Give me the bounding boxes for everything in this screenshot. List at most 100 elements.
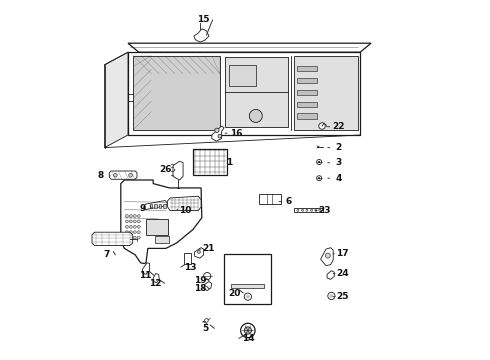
Circle shape bbox=[319, 123, 325, 129]
Circle shape bbox=[137, 220, 140, 223]
Bar bbox=[155, 236, 170, 243]
Bar bbox=[193, 149, 227, 175]
Bar bbox=[297, 90, 317, 95]
Bar bbox=[297, 78, 317, 83]
Bar bbox=[149, 204, 152, 208]
Text: 26: 26 bbox=[160, 165, 172, 174]
Circle shape bbox=[137, 231, 140, 234]
Text: 3: 3 bbox=[336, 158, 342, 167]
Text: 4: 4 bbox=[336, 174, 342, 183]
Circle shape bbox=[125, 215, 128, 217]
Bar bbox=[184, 253, 191, 264]
Bar bbox=[225, 57, 288, 127]
Circle shape bbox=[241, 323, 255, 338]
Circle shape bbox=[245, 327, 251, 334]
Circle shape bbox=[133, 215, 136, 217]
Bar bbox=[231, 284, 264, 288]
Circle shape bbox=[137, 225, 140, 228]
Bar bbox=[229, 65, 256, 86]
Text: 6: 6 bbox=[285, 197, 292, 206]
Circle shape bbox=[204, 273, 211, 280]
Polygon shape bbox=[194, 29, 209, 42]
Circle shape bbox=[218, 134, 221, 138]
Circle shape bbox=[125, 225, 128, 228]
Circle shape bbox=[317, 159, 321, 165]
Circle shape bbox=[125, 220, 128, 223]
Text: 20: 20 bbox=[228, 289, 241, 297]
Polygon shape bbox=[212, 126, 224, 141]
Circle shape bbox=[311, 209, 313, 211]
Polygon shape bbox=[121, 180, 202, 264]
Text: 13: 13 bbox=[184, 263, 196, 271]
Polygon shape bbox=[320, 248, 333, 266]
Text: 22: 22 bbox=[332, 122, 345, 131]
Circle shape bbox=[317, 176, 321, 181]
Bar bbox=[294, 56, 358, 130]
Circle shape bbox=[318, 161, 320, 163]
Circle shape bbox=[129, 236, 132, 239]
Polygon shape bbox=[128, 43, 371, 52]
Polygon shape bbox=[327, 271, 334, 279]
Polygon shape bbox=[92, 232, 133, 246]
Circle shape bbox=[125, 236, 128, 239]
Circle shape bbox=[328, 292, 335, 300]
Polygon shape bbox=[128, 52, 360, 135]
Polygon shape bbox=[195, 248, 204, 258]
Circle shape bbox=[125, 231, 128, 234]
Text: 5: 5 bbox=[202, 324, 209, 333]
Circle shape bbox=[315, 209, 317, 211]
Circle shape bbox=[249, 109, 262, 122]
Text: 16: 16 bbox=[230, 129, 242, 138]
Text: 19: 19 bbox=[194, 276, 206, 285]
Polygon shape bbox=[153, 274, 159, 283]
Bar bbox=[159, 204, 162, 208]
Bar bbox=[146, 219, 168, 235]
Circle shape bbox=[129, 225, 132, 228]
Polygon shape bbox=[109, 171, 137, 179]
Circle shape bbox=[245, 293, 251, 300]
Bar bbox=[133, 56, 220, 130]
Circle shape bbox=[246, 295, 250, 298]
Text: 15: 15 bbox=[197, 15, 210, 24]
Circle shape bbox=[133, 220, 136, 223]
Circle shape bbox=[129, 174, 132, 177]
Circle shape bbox=[306, 209, 308, 211]
Bar bbox=[294, 208, 323, 212]
Circle shape bbox=[129, 220, 132, 223]
Circle shape bbox=[133, 236, 136, 239]
Text: 9: 9 bbox=[139, 204, 146, 212]
Circle shape bbox=[133, 225, 136, 228]
Text: 1: 1 bbox=[226, 158, 232, 167]
Bar bbox=[163, 204, 166, 208]
Text: 21: 21 bbox=[202, 244, 215, 253]
Text: 14: 14 bbox=[242, 334, 254, 343]
Circle shape bbox=[330, 294, 333, 298]
Circle shape bbox=[325, 253, 330, 258]
Circle shape bbox=[129, 215, 132, 217]
Polygon shape bbox=[173, 161, 183, 180]
Text: 25: 25 bbox=[336, 292, 348, 301]
Text: 2: 2 bbox=[336, 143, 342, 152]
Circle shape bbox=[318, 177, 320, 179]
Bar bbox=[297, 66, 317, 71]
Circle shape bbox=[137, 215, 140, 217]
Bar bbox=[224, 254, 271, 304]
Bar bbox=[297, 113, 317, 119]
Text: 10: 10 bbox=[179, 206, 192, 215]
Text: 12: 12 bbox=[149, 279, 162, 288]
Circle shape bbox=[297, 209, 299, 211]
Polygon shape bbox=[143, 263, 149, 274]
Circle shape bbox=[205, 319, 208, 322]
Circle shape bbox=[197, 251, 200, 253]
Circle shape bbox=[114, 174, 117, 177]
Text: 24: 24 bbox=[336, 269, 348, 278]
Circle shape bbox=[137, 236, 140, 239]
Text: 8: 8 bbox=[98, 171, 104, 180]
Bar bbox=[154, 204, 157, 208]
Polygon shape bbox=[104, 52, 128, 148]
Text: 11: 11 bbox=[139, 271, 151, 280]
Bar bbox=[259, 194, 281, 204]
Polygon shape bbox=[204, 282, 212, 291]
Text: 7: 7 bbox=[103, 251, 110, 259]
Polygon shape bbox=[144, 201, 168, 210]
